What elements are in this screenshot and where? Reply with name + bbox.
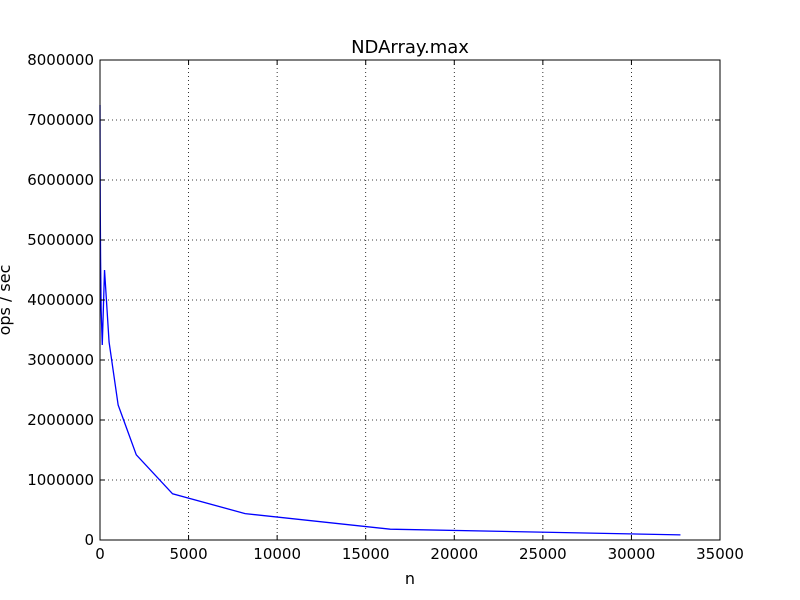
x-tick-label: 5000 (169, 545, 207, 563)
y-tick-label: 0 (84, 531, 94, 549)
y-tick-label: 7000000 (27, 111, 94, 129)
x-tick-label: 15000 (342, 545, 390, 563)
y-tick-label: 5000000 (27, 231, 94, 249)
y-axis-label: ops / sec (0, 265, 14, 336)
y-tick-label: 2000000 (27, 411, 94, 429)
x-tick-label: 0 (95, 545, 105, 563)
x-tick-label: 30000 (608, 545, 656, 563)
chart-title: NDArray.max (351, 37, 469, 58)
x-tick-label: 35000 (696, 545, 744, 563)
x-tick-label: 20000 (430, 545, 478, 563)
tick-layer: 0 5000 10000 15000 20000 25000 30000 35000 0 1000… (27, 51, 744, 563)
y-tick-label: 6000000 (27, 171, 94, 189)
x-tick-label: 10000 (253, 545, 301, 563)
x-tick-label: 25000 (519, 545, 567, 563)
y-tick-label: 8000000 (27, 51, 94, 69)
x-axis-label: n (405, 569, 415, 588)
y-tick-label: 4000000 (27, 291, 94, 309)
y-tick-label: 3000000 (27, 351, 94, 369)
y-tick-label: 1000000 (27, 471, 94, 489)
